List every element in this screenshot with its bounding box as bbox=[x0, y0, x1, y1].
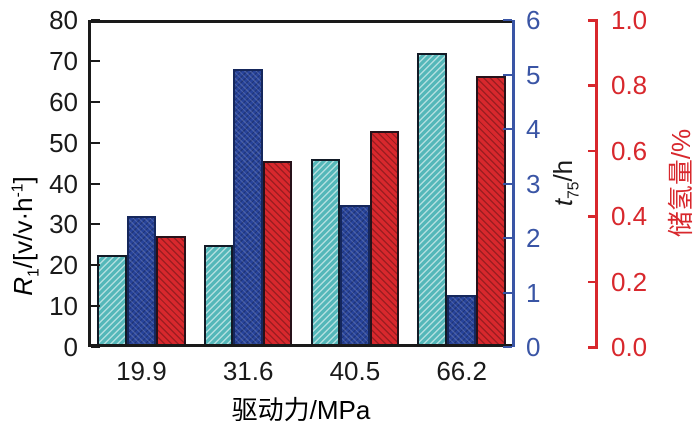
x-axis-tick-label: 66.2 bbox=[436, 356, 487, 386]
x-axis-tick-label: 31.6 bbox=[222, 356, 274, 386]
bar-t75-40.5 bbox=[340, 205, 370, 347]
left-axis-tick bbox=[91, 100, 100, 103]
right-inner-axis-tick bbox=[503, 291, 512, 294]
right-outer-axis-tick-label: 0.8 bbox=[611, 70, 648, 101]
right-inner-axis-tick bbox=[503, 237, 512, 239]
right-outer-axis-tick-label: 0.4 bbox=[611, 201, 648, 232]
right-inner-axis-tick-label: 2 bbox=[526, 223, 541, 253]
left-axis-tick-label: 40 bbox=[49, 168, 78, 199]
left-axis-tick bbox=[91, 19, 100, 21]
right-inner-axis-title: t75/h bbox=[548, 159, 583, 207]
right-inner-axis-tick bbox=[503, 128, 512, 130]
left-axis-tick bbox=[91, 59, 100, 62]
right-inner-axis-tick-label: 6 bbox=[526, 5, 541, 35]
right-inner-axis-title-var: t bbox=[548, 198, 579, 207]
right-outer-axis-tick bbox=[588, 215, 598, 218]
right-inner-axis-title-sub: 75 bbox=[565, 181, 583, 199]
right-inner-axis-tick bbox=[503, 19, 512, 21]
right-inner-axis-title-mid: /h bbox=[548, 159, 579, 182]
left-axis-tick bbox=[91, 141, 100, 144]
right-inner-axis-tick bbox=[503, 346, 512, 348]
right-outer-axis-tick-label: 0.0 bbox=[611, 332, 648, 362]
bar-储氢量-19.9 bbox=[156, 235, 186, 347]
plot-area bbox=[88, 19, 515, 348]
right-inner-axis-tick-label: 5 bbox=[526, 59, 541, 90]
top-spine bbox=[88, 20, 515, 23]
left-axis-tick bbox=[91, 305, 100, 308]
right-outer-axis-tick bbox=[588, 280, 598, 284]
right-inner-axis-tick-label: 3 bbox=[526, 168, 541, 199]
bar-t75-31.6 bbox=[233, 69, 263, 347]
left-axis-tick-label: 10 bbox=[49, 291, 78, 322]
x-axis-title: 驱动力/MPa bbox=[231, 395, 371, 425]
right-inner-axis-tick bbox=[503, 182, 512, 185]
right-outer-axis-title: 储氢量/% bbox=[666, 128, 696, 238]
right-outer-axis-tick bbox=[588, 346, 598, 349]
bar-R1-31.6 bbox=[203, 244, 234, 347]
bar-t75-19.9 bbox=[126, 216, 157, 347]
right-inner-axis-tick-label: 4 bbox=[526, 114, 541, 144]
x-axis-tick-label: 19.9 bbox=[116, 356, 167, 386]
right-inner-axis-tick-label: 0 bbox=[526, 332, 541, 362]
bar-R1-40.5 bbox=[310, 158, 341, 347]
left-axis-tick-label: 50 bbox=[49, 127, 78, 158]
left-axis-tick bbox=[91, 346, 100, 348]
bar-t75-66.2 bbox=[446, 294, 477, 347]
right-outer-axis-tick-label: 1.0 bbox=[611, 5, 648, 35]
right-inner-axis-tick-label: 1 bbox=[526, 277, 541, 308]
right-inner-axis-spine bbox=[512, 20, 515, 347]
bar-储氢量-40.5 bbox=[369, 131, 400, 347]
right-inner-axis-tick bbox=[503, 73, 512, 76]
bar-R1-66.2 bbox=[417, 52, 447, 347]
right-outer-axis-spine bbox=[588, 19, 598, 349]
right-outer-axis-tick-label: 0.6 bbox=[611, 135, 648, 166]
right-outer-axis-tick bbox=[588, 149, 598, 153]
x-axis-tick-label: 40.5 bbox=[329, 356, 381, 386]
right-outer-axis-tick bbox=[588, 19, 598, 22]
left-axis-tick-label: 0 bbox=[63, 332, 78, 362]
left-axis-tick-label: 80 bbox=[49, 5, 78, 35]
bar-储氢量-31.6 bbox=[262, 160, 293, 347]
left-axis-tick-label: 20 bbox=[49, 250, 78, 281]
right-outer-axis-tick-label: 0.2 bbox=[611, 266, 648, 297]
left-axis-tick-label: 70 bbox=[49, 45, 78, 76]
left-axis-spine bbox=[88, 20, 91, 347]
left-axis-tick-label: 30 bbox=[49, 209, 78, 240]
bar-R1-19.9 bbox=[97, 255, 127, 347]
left-axis-tick bbox=[91, 223, 100, 226]
left-axis-tick bbox=[91, 182, 100, 185]
left-axis-tick-label: 60 bbox=[49, 86, 78, 117]
bar-储氢量-66.2 bbox=[476, 75, 506, 347]
left-axis-tick bbox=[91, 264, 100, 267]
x-axis-spine bbox=[88, 344, 515, 347]
right-outer-axis-tick bbox=[588, 84, 598, 87]
